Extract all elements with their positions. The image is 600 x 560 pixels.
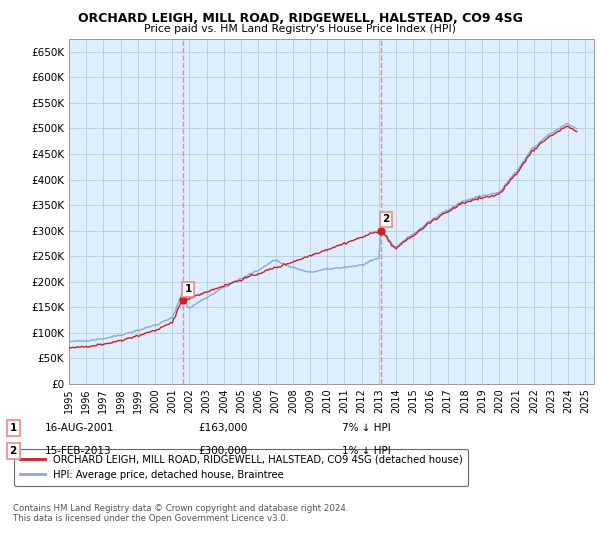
Text: Price paid vs. HM Land Registry's House Price Index (HPI): Price paid vs. HM Land Registry's House …: [144, 24, 456, 34]
Text: 1: 1: [10, 423, 17, 433]
Text: £300,000: £300,000: [198, 446, 247, 456]
Text: 2: 2: [383, 214, 390, 225]
Text: 1% ↓ HPI: 1% ↓ HPI: [342, 446, 391, 456]
Text: 2: 2: [10, 446, 17, 456]
Text: 15-FEB-2013: 15-FEB-2013: [45, 446, 112, 456]
Text: ORCHARD LEIGH, MILL ROAD, RIDGEWELL, HALSTEAD, CO9 4SG: ORCHARD LEIGH, MILL ROAD, RIDGEWELL, HAL…: [77, 12, 523, 25]
Text: Contains HM Land Registry data © Crown copyright and database right 2024.
This d: Contains HM Land Registry data © Crown c…: [13, 504, 349, 524]
Text: 16-AUG-2001: 16-AUG-2001: [45, 423, 115, 433]
Text: 7% ↓ HPI: 7% ↓ HPI: [342, 423, 391, 433]
Text: £163,000: £163,000: [198, 423, 247, 433]
Legend: ORCHARD LEIGH, MILL ROAD, RIDGEWELL, HALSTEAD, CO9 4SG (detached house), HPI: Av: ORCHARD LEIGH, MILL ROAD, RIDGEWELL, HAL…: [14, 449, 469, 486]
Text: 1: 1: [185, 284, 192, 294]
